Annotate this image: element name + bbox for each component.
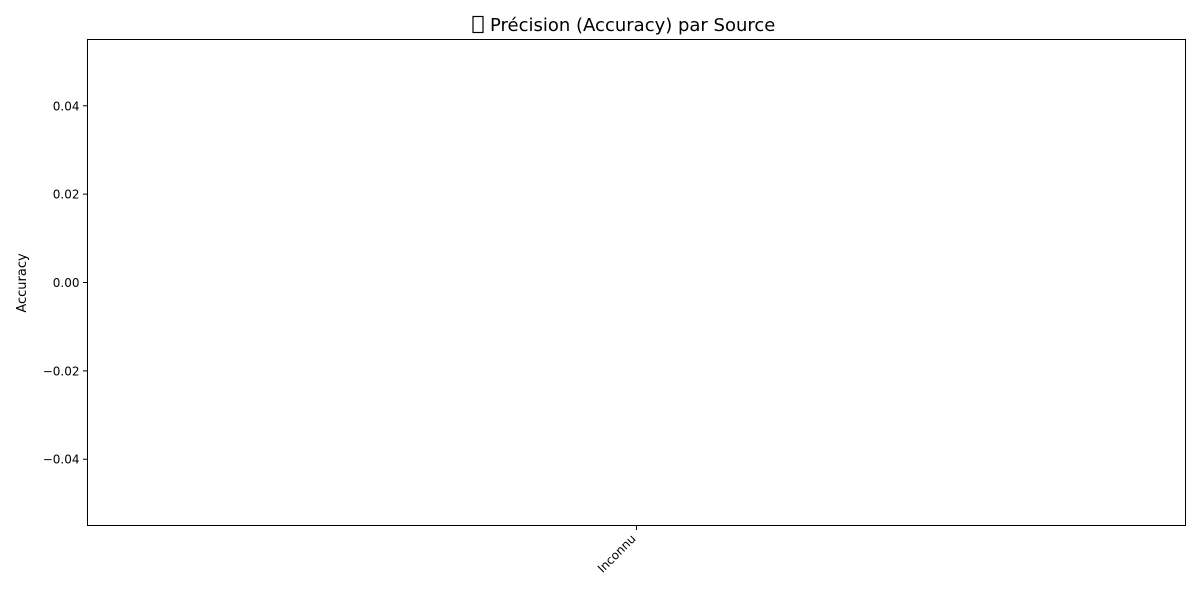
plot-area-frame	[87, 39, 1186, 526]
y-tick-label: −0.04	[43, 453, 80, 467]
y-axis-ticks: −0.04 −0.02 0.00 0.02 0.04	[43, 99, 88, 467]
y-tick-label: 0.00	[53, 276, 80, 290]
y-axis-label: Accuracy	[15, 253, 30, 313]
missing-glyph-icon	[472, 15, 484, 34]
chart-title-text: Précision (Accuracy) par Source	[490, 15, 775, 36]
chart-title: Précision (Accuracy) par Source	[472, 15, 775, 36]
y-tick-label: −0.02	[43, 364, 80, 378]
y-tick-label: 0.04	[53, 99, 80, 113]
y-tick-label: 0.02	[53, 188, 80, 202]
